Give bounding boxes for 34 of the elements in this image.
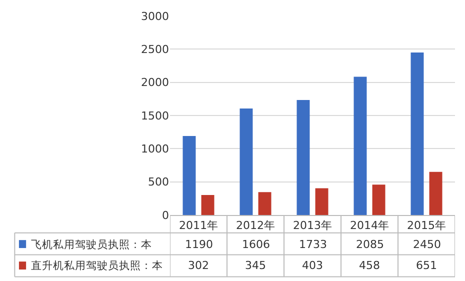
bar	[201, 194, 214, 215]
y-tick-label: 3000	[141, 10, 169, 23]
x-tick-label: 2011年	[179, 219, 218, 232]
y-tick-label: 1500	[141, 109, 169, 122]
x-tick-label: 2013年	[293, 219, 332, 232]
data-label: 1190	[185, 238, 213, 251]
x-tick-label: 2012年	[236, 219, 275, 232]
bar	[182, 136, 196, 215]
y-tick-label: 0	[162, 208, 169, 222]
bar	[354, 76, 367, 215]
data-label: 302	[188, 259, 209, 272]
y-tick-label: 500	[148, 176, 169, 189]
bar	[258, 192, 272, 215]
y-tick-label: 1000	[141, 142, 169, 156]
bar	[372, 184, 386, 215]
data-label: 651	[416, 259, 437, 272]
bar	[296, 100, 310, 215]
data-label: 345	[245, 259, 266, 272]
data-label: 1606	[242, 238, 270, 251]
x-tick-label: 2014年	[350, 219, 389, 232]
data-label: 458	[359, 259, 380, 272]
y-tick-label: 2500	[141, 43, 169, 56]
bar	[410, 52, 424, 215]
legend-label: 飞机私用驾驶员执照：本	[31, 238, 152, 251]
x-tick-label: 2015年	[407, 219, 446, 232]
legend-label: 直升机私用驾驶员执照：本	[31, 259, 163, 272]
data-label: 2450	[413, 238, 441, 251]
data-label: 403	[302, 259, 323, 272]
data-label: 2085	[356, 238, 384, 251]
bar	[429, 172, 442, 215]
data-label: 1733	[299, 238, 327, 251]
y-tick-label: 2000	[141, 76, 169, 90]
bar	[315, 188, 328, 215]
bar	[240, 108, 253, 215]
